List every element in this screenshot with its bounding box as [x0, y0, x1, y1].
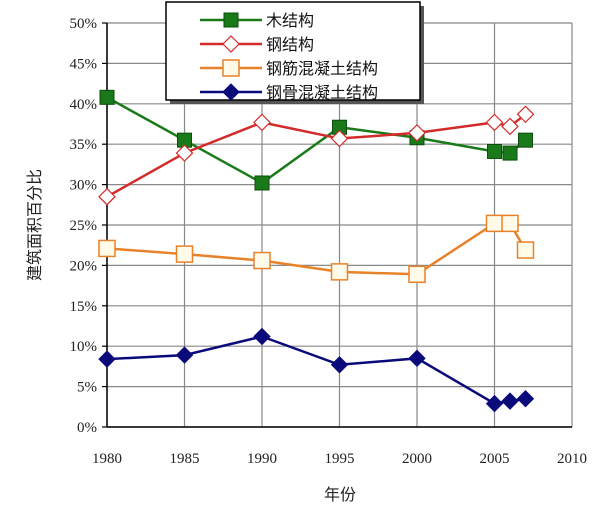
x-tick-label: 1990 — [247, 451, 277, 467]
data-point — [485, 113, 504, 132]
legend-label: 钢筋混凝土结构 — [266, 59, 378, 78]
series-line — [106, 222, 527, 276]
data-point — [98, 187, 116, 206]
y-tick-label: 20% — [70, 258, 98, 274]
legend-label: 钢结构 — [266, 35, 314, 54]
y-tick-label: 45% — [70, 56, 98, 72]
data-point — [330, 263, 349, 281]
data-point — [518, 132, 533, 148]
data-point — [516, 241, 535, 259]
y-tick-label: 10% — [70, 339, 98, 355]
legend-label: 钢骨混凝土结构 — [266, 83, 378, 102]
data-point — [330, 356, 349, 374]
x-tick-label: 2005 — [480, 451, 510, 467]
y-tick-label: 25% — [70, 218, 98, 234]
y-tick-label: 0% — [77, 420, 97, 436]
data-point — [487, 143, 502, 159]
data-point — [485, 214, 504, 233]
x-tick-label: 2000 — [402, 451, 432, 467]
data-point — [99, 89, 115, 105]
data-point — [408, 124, 426, 142]
data-point — [502, 145, 518, 161]
data-point — [253, 251, 271, 270]
legend-marker — [222, 83, 240, 101]
data-point — [254, 175, 270, 191]
y-tick-label: 50% — [70, 16, 98, 32]
data-point — [501, 214, 519, 233]
x-tick-label: 1985 — [170, 451, 200, 467]
data-point — [408, 349, 426, 368]
x-axis-ticks: 1980 1985 1990 1995 2000 2005 2010 — [92, 451, 587, 467]
data-point — [175, 245, 194, 263]
series-group — [98, 89, 535, 413]
x-tick-label: 2010 — [557, 451, 587, 467]
legend-label: 木结构 — [266, 11, 314, 30]
series-2 — [98, 214, 535, 284]
x-tick-label: 1980 — [92, 451, 122, 467]
data-point — [98, 239, 116, 258]
y-tick-label: 40% — [70, 97, 98, 113]
data-point — [253, 327, 271, 346]
x-tick-label: 1995 — [325, 451, 355, 467]
data-point — [485, 394, 504, 413]
legend-marker — [223, 12, 239, 28]
y-axis-ticks: 0% 5% 10% 15% 20% 25% 30% 35% 40% 45% 50% — [70, 16, 98, 436]
legend-marker — [222, 59, 240, 77]
y-tick-label: 30% — [70, 178, 98, 194]
data-point — [408, 265, 426, 284]
series-line — [106, 96, 527, 185]
data-point — [330, 129, 349, 148]
data-point — [516, 390, 535, 408]
data-point — [175, 144, 194, 162]
data-point — [98, 350, 116, 368]
data-point — [516, 105, 535, 124]
y-tick-label: 35% — [70, 137, 98, 153]
data-point — [175, 346, 194, 364]
data-point — [253, 113, 271, 132]
data-point — [501, 117, 519, 136]
y-tick-label: 15% — [70, 299, 98, 315]
x-axis-label: 年份 — [324, 485, 356, 504]
y-tick-label: 5% — [77, 380, 97, 396]
series-0 — [99, 89, 533, 191]
legend-marker — [222, 35, 240, 53]
data-point — [501, 392, 519, 410]
series-3 — [98, 327, 535, 413]
series-1 — [98, 105, 535, 206]
y-axis-label: 建筑面积百分比 — [25, 169, 44, 281]
